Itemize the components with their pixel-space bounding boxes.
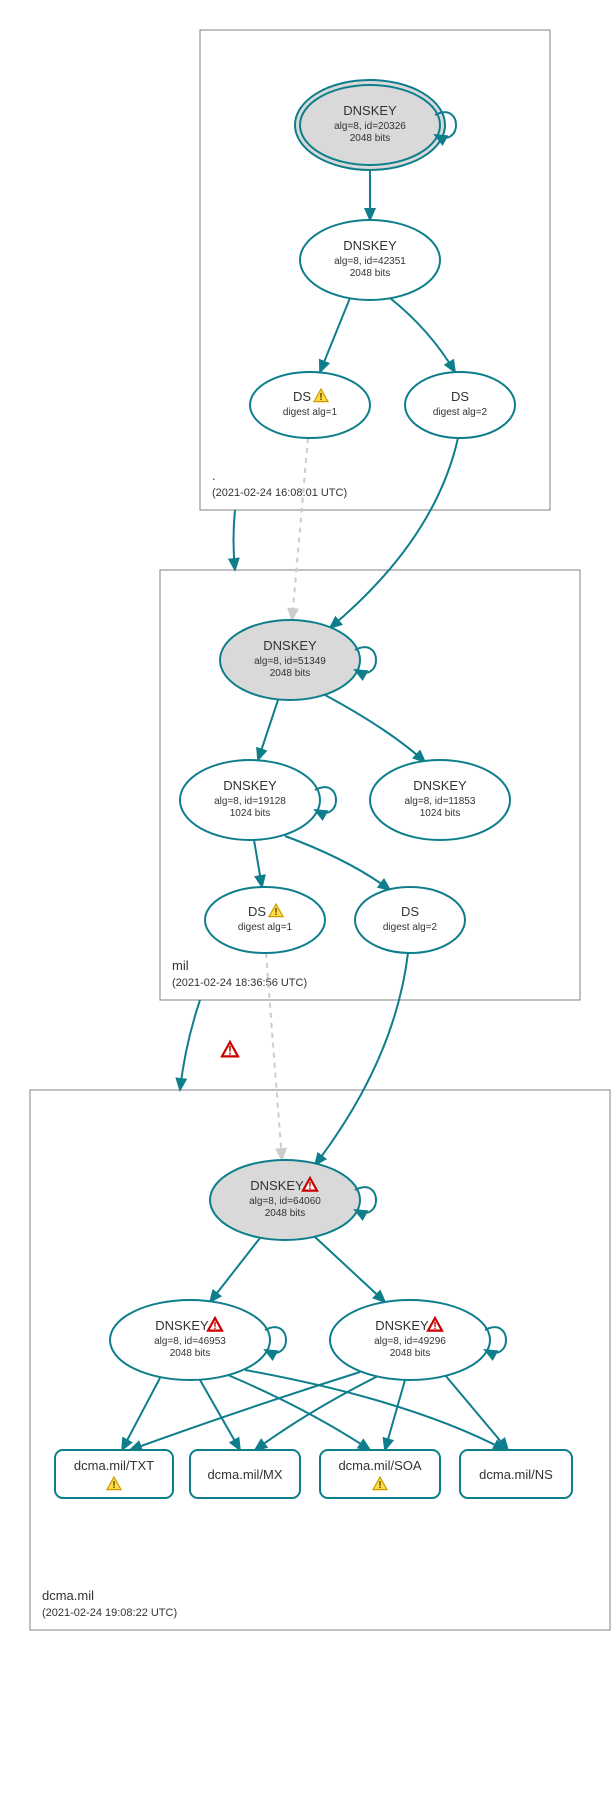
edge — [445, 1375, 508, 1450]
node-nk1: DNSKEY alg=8, id=203262048 bits — [295, 80, 456, 170]
node-sub1: alg=8, id=42351 — [334, 256, 406, 267]
node-title: DNSKEY — [223, 778, 277, 793]
node-sub2: 2048 bits — [170, 1348, 211, 1359]
record-node: dcma.mil/NS — [460, 1450, 572, 1498]
node-title: DNSKEY — [250, 1178, 304, 1193]
node-sub1: digest alg=1 — [283, 407, 338, 418]
svg-text:!: ! — [319, 391, 323, 403]
edge — [330, 438, 458, 628]
zone-date: (2021-02-24 18:36:56 UTC) — [172, 977, 307, 989]
node-sub2: 2048 bits — [350, 268, 391, 279]
edge — [210, 1238, 260, 1302]
svg-text:!: ! — [228, 1043, 232, 1057]
zone-label: mil — [172, 958, 189, 973]
record-label: dcma.mil/MX — [207, 1467, 282, 1482]
node-dk3: DNSKEY alg=8, id=492962048 bits — [330, 1300, 506, 1380]
edge — [122, 1378, 160, 1450]
edge — [258, 700, 278, 760]
node-title: DS — [451, 389, 469, 404]
node-title: DNSKEY — [343, 103, 397, 118]
node-dk1: DNSKEY alg=8, id=640602048 bits — [210, 1160, 376, 1240]
record-label: dcma.mil/TXT — [74, 1458, 154, 1473]
error-icon: ! — [222, 1042, 238, 1057]
edge — [228, 1375, 370, 1450]
node-nds2: DS digest alg=2 — [405, 372, 515, 438]
svg-text:!: ! — [213, 1320, 217, 1332]
node-sub2: 2048 bits — [270, 668, 311, 679]
edge — [254, 840, 262, 887]
record-label: dcma.mil/NS — [479, 1467, 553, 1482]
node-mk3: DNSKEY alg=8, id=118531024 bits — [370, 760, 510, 840]
node-mds1: DS digest alg=1 — [205, 887, 325, 953]
zone-date: (2021-02-24 19:08:22 UTC) — [42, 1607, 177, 1619]
edge — [390, 298, 455, 372]
node-sub2: 2048 bits — [350, 133, 391, 144]
node-title: DNSKEY — [375, 1318, 429, 1333]
node-title: DS — [248, 904, 266, 919]
node-dk2: DNSKEY alg=8, id=469532048 bits — [110, 1300, 286, 1380]
edge — [315, 1237, 385, 1302]
node-sub1: alg=8, id=49296 — [374, 1336, 446, 1347]
zone-label: dcma.mil — [42, 1588, 94, 1603]
edge — [325, 695, 425, 762]
edge — [292, 438, 308, 620]
record-label: dcma.mil/SOA — [338, 1458, 421, 1473]
node-title: DNSKEY — [155, 1318, 209, 1333]
edge — [285, 836, 390, 890]
edge — [234, 510, 236, 570]
node-sub1: alg=8, id=20326 — [334, 121, 406, 132]
edge — [200, 1380, 240, 1450]
dnssec-diagram: . (2021-02-24 16:08:01 UTC) mil (2021-02-24… — [10, 10, 612, 1796]
node-mk1: DNSKEY alg=8, id=513492048 bits — [220, 620, 376, 700]
node-mk2: DNSKEY alg=8, id=191281024 bits — [180, 760, 336, 840]
node-title: DS — [293, 389, 311, 404]
edge — [385, 1380, 405, 1450]
node-nk2: DNSKEY alg=8, id=423512048 bits — [300, 220, 440, 300]
edge — [320, 298, 350, 372]
node-sub1: alg=8, id=51349 — [254, 656, 326, 667]
svg-text:!: ! — [433, 1320, 437, 1332]
node-title: DNSKEY — [343, 238, 397, 253]
node-sub1: alg=8, id=64060 — [249, 1196, 321, 1207]
node-mds2: DS digest alg=2 — [355, 887, 465, 953]
node-sub1: alg=8, id=46953 — [154, 1336, 226, 1347]
node-title: DS — [401, 904, 419, 919]
node-sub2: 2048 bits — [265, 1208, 306, 1219]
node-sub2: 1024 bits — [230, 808, 271, 819]
svg-text:!: ! — [112, 1479, 116, 1491]
edge — [315, 953, 408, 1165]
node-sub1: alg=8, id=19128 — [214, 796, 286, 807]
edge — [130, 1372, 360, 1450]
node-sub2: 1024 bits — [420, 808, 461, 819]
zone-label: . — [212, 468, 216, 483]
node-sub1: digest alg=1 — [238, 922, 293, 933]
node-sub1: digest alg=2 — [433, 407, 488, 418]
svg-text:!: ! — [378, 1479, 382, 1491]
node-title: DNSKEY — [263, 638, 317, 653]
node-sub1: digest alg=2 — [383, 922, 438, 933]
node-nds1: DS digest alg=1 — [250, 372, 370, 438]
edge — [245, 1370, 505, 1450]
node-sub2: 2048 bits — [390, 1348, 431, 1359]
node-sub1: alg=8, id=11853 — [405, 796, 476, 807]
node-title: DNSKEY — [413, 778, 467, 793]
svg-text:!: ! — [274, 906, 278, 918]
edge — [180, 1000, 200, 1090]
record-node: dcma.mil/MX — [190, 1450, 300, 1498]
svg-text:!: ! — [308, 1180, 312, 1192]
zone-date: (2021-02-24 16:08:01 UTC) — [212, 487, 347, 499]
